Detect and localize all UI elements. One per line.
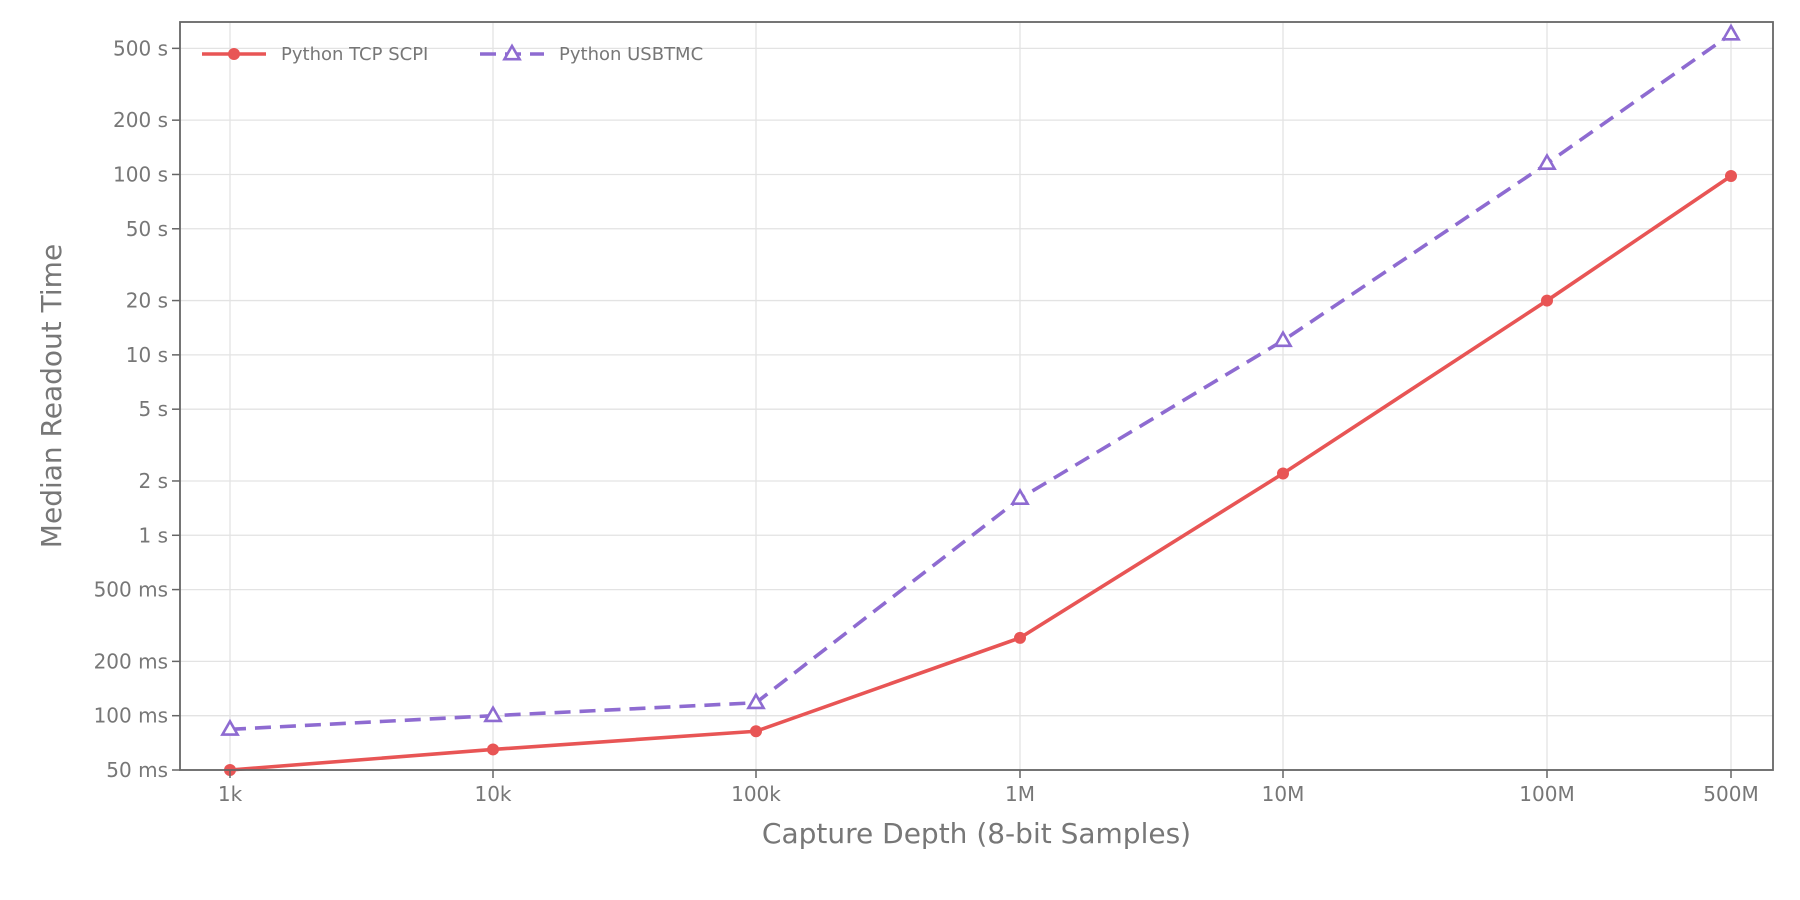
data-point <box>1273 329 1293 348</box>
data-point <box>1721 23 1741 41</box>
data-point <box>746 692 766 710</box>
grid-layer <box>180 22 1773 771</box>
y-tick-label: 1 s <box>138 523 168 547</box>
y-tick-label: 2 s <box>138 469 168 493</box>
y-tick-label: 200 s <box>113 108 168 132</box>
tick-layer: 50 ms 100 ms 200 ms 500 ms 1 s 2 s 5 s 10 s 20 s… <box>94 36 1759 806</box>
y-tick-label: 500 ms <box>94 578 168 602</box>
y-tick-label: 200 ms <box>94 649 168 673</box>
data-point <box>220 718 240 736</box>
x-tick-label: 100M <box>1519 782 1574 806</box>
y-tick-label: 20 s <box>126 289 168 313</box>
y-tick-label: 5 s <box>138 397 168 421</box>
x-tick-label: 100k <box>731 782 781 806</box>
data-point <box>1537 152 1557 171</box>
series-line <box>228 174 1733 772</box>
legend: Python TCP SCPI Python USBTMC <box>202 43 703 65</box>
x-tick-label: 500M <box>1703 782 1758 806</box>
series-layer <box>220 23 1741 776</box>
plot-frame <box>179 21 1774 771</box>
y-tick-label: 10 s <box>126 343 168 367</box>
data-point <box>1541 294 1553 307</box>
x-tick-label: 1k <box>218 782 243 806</box>
legend-label: Python USBTMC <box>559 44 703 65</box>
data-point <box>750 725 762 738</box>
y-tick-label: 50 s <box>126 217 168 241</box>
x-tick-label: 1M <box>1005 782 1035 806</box>
y-tick-label: 100 s <box>113 162 168 186</box>
legend-label: Python TCP SCPI <box>281 44 428 65</box>
x-axis-title: Capture Depth (8-bit Samples) <box>762 817 1191 850</box>
legend-marker <box>502 43 522 61</box>
y-axis-title: Median Readout Time <box>35 244 68 548</box>
legend-marker <box>228 48 240 60</box>
x-tick-label: 10M <box>1262 782 1305 806</box>
y-tick-label: 500 s <box>113 36 168 60</box>
data-point <box>487 743 499 756</box>
series-line <box>229 32 1733 732</box>
data-point <box>1725 170 1737 183</box>
y-tick-label: 50 ms <box>106 758 168 782</box>
x-tick-label: 10k <box>474 782 511 806</box>
data-point <box>483 705 503 723</box>
data-point <box>1010 487 1030 505</box>
data-point <box>1014 631 1026 644</box>
data-point <box>1277 467 1289 480</box>
y-tick-label: 100 ms <box>94 704 168 728</box>
